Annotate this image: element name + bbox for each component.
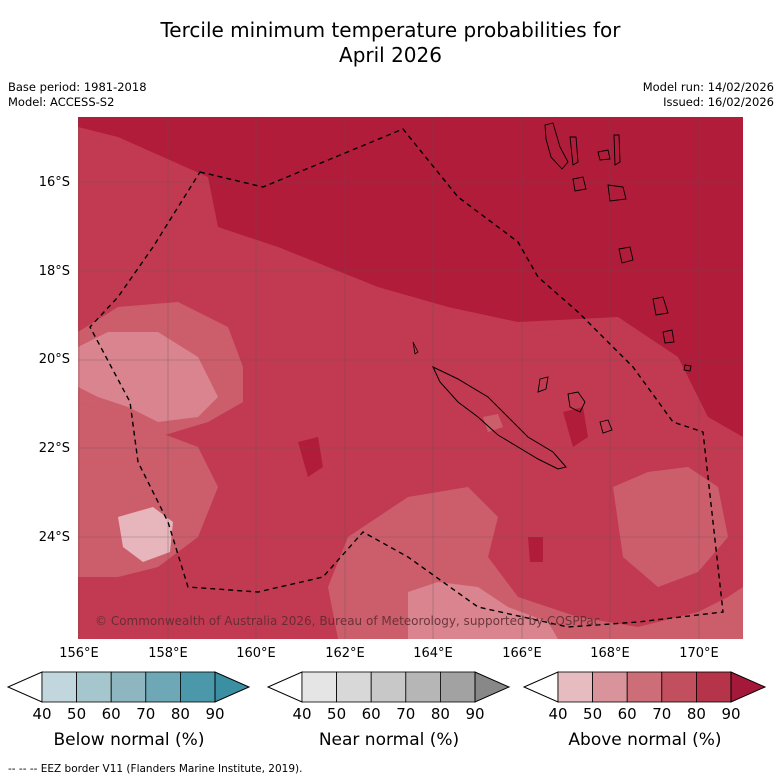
colorbar-segment — [41, 671, 77, 703]
vanuatu-island-8 — [652, 296, 669, 316]
colorbar-extend-low — [6, 671, 43, 703]
lat-tick: 18°S — [38, 264, 70, 279]
probability-map — [78, 117, 743, 639]
colorbar-segment — [405, 671, 441, 703]
lat-tick: 20°S — [38, 352, 70, 367]
colorbar-segment — [696, 671, 732, 703]
colorbar-tick-label: 70 — [396, 705, 416, 723]
title-line-1: Tercile minimum temperature probabilitie… — [160, 18, 621, 42]
vanuatu-island-3 — [597, 149, 611, 161]
region-above-50-60-south — [408, 582, 558, 639]
colorbar-tick-label: 90 — [721, 705, 741, 723]
colorbar-tick-label: 40 — [32, 705, 52, 723]
region-above-80-90 — [78, 117, 743, 437]
colorbar-extend-high — [474, 671, 511, 703]
colorbar-tick-label: 70 — [652, 705, 672, 723]
colorbar-tick-label: 50 — [583, 705, 603, 723]
region-above-50-60-west — [78, 332, 218, 422]
lat-tick: 22°S — [38, 441, 70, 456]
colorbar-tick-label: 50 — [327, 705, 347, 723]
region-above-60-70-spot — [483, 414, 503, 432]
lon-tick: 162°E — [325, 646, 365, 661]
lon-tick: 168°E — [590, 646, 630, 661]
vanuatu-island-4 — [613, 134, 621, 166]
colorbar-title-above: Above normal (%) — [568, 730, 722, 750]
map-canvas — [78, 117, 743, 639]
lon-tick: 160°E — [236, 646, 276, 661]
lat-tick: 24°S — [38, 530, 70, 545]
colorbar-below-normal — [6, 671, 251, 703]
base-period: Base period: 1981-2018 — [8, 80, 147, 94]
region-above-80-90-spot — [298, 437, 323, 477]
colorbar-tick-label: 40 — [292, 705, 312, 723]
colorbar-tick-label: 70 — [136, 705, 156, 723]
colorbar-segment — [626, 671, 663, 703]
colorbar-extend-low — [266, 671, 303, 703]
lat-tick: 16°S — [38, 175, 70, 190]
region-above-80-90-spot-2 — [563, 407, 588, 447]
colorbar-title-below: Below normal (%) — [53, 730, 205, 750]
lon-tick: 170°E — [679, 646, 719, 661]
lon-tick: 164°E — [413, 646, 453, 661]
colorbar-segment — [145, 671, 181, 703]
colorbar-tick-label: 60 — [361, 705, 381, 723]
map-title: Tercile minimum temperature probabilitie… — [0, 18, 781, 68]
model-run: Model run: 14/02/2026 — [642, 80, 774, 94]
colorbar-tick-label: 90 — [465, 705, 485, 723]
colorbar-segment — [179, 671, 216, 703]
colorbar-tick-label: 40 — [548, 705, 568, 723]
meta-right: Model run: 14/02/2026 Issued: 16/02/2026 — [643, 80, 774, 110]
lon-tick: 158°E — [148, 646, 188, 661]
graticule — [78, 117, 743, 639]
copyright-notice: © Commonwealth of Australia 2026, Bureau… — [95, 614, 601, 628]
colorbar-segment — [439, 671, 476, 703]
vanuatu-island-6 — [607, 184, 627, 202]
colorbar-segment — [370, 671, 407, 703]
model-name: Model: ACCESS-S2 — [8, 95, 115, 109]
colorbar-segment — [592, 671, 628, 703]
colorbar-extend-low — [522, 671, 559, 703]
vanuatu-island-10 — [683, 364, 692, 372]
colorbar-tick-label: 80 — [686, 705, 706, 723]
loyalty-islands-outline-2 — [567, 391, 586, 413]
colorbar-segment — [301, 671, 337, 703]
colorbar-tick-label: 90 — [205, 705, 225, 723]
title-line-2: April 2026 — [339, 43, 442, 67]
island-outline — [412, 341, 419, 355]
region-above-80-90-spot-3 — [528, 537, 543, 562]
colorbar-tick-label: 60 — [617, 705, 637, 723]
colorbars — [6, 671, 767, 703]
colorbar-tick-label: 60 — [101, 705, 121, 723]
colorbar-segment — [76, 671, 112, 703]
new-caledonia-coastline — [431, 365, 567, 470]
meta-left: Base period: 1981-2018 Model: ACCESS-S2 — [8, 80, 147, 110]
colorbar-near-normal — [266, 671, 511, 703]
vanuatu-island-2 — [569, 136, 579, 166]
colorbar-extend-high — [214, 671, 251, 703]
colorbar-tick-label: 80 — [430, 705, 450, 723]
region-above-40-50-patch — [118, 507, 173, 562]
eez-legend-footnote: -- -- -- EEZ border V11 (Flanders Marine… — [8, 763, 303, 775]
vanuatu-island-5 — [572, 176, 587, 192]
colorbar-extend-high — [730, 671, 767, 703]
colorbar-tick-label: 80 — [170, 705, 190, 723]
vanuatu-island-9 — [662, 329, 675, 344]
colorbar-segment — [336, 671, 372, 703]
vanuatu-island-1 — [544, 122, 569, 170]
lon-tick: 156°E — [59, 646, 99, 661]
lon-tick: 166°E — [502, 646, 542, 661]
colorbar-tick-label: 50 — [67, 705, 87, 723]
issued-date: Issued: 16/02/2026 — [663, 95, 774, 109]
colorbar-above-normal — [522, 671, 767, 703]
vanuatu-island-7 — [618, 246, 634, 264]
loyalty-islands-outline — [537, 376, 549, 393]
colorbar-title-near: Near normal (%) — [318, 730, 460, 750]
colorbar-segment — [557, 671, 593, 703]
colorbar-segment — [110, 671, 147, 703]
colorbar-segment — [661, 671, 697, 703]
region-above-60-70-southwest — [78, 402, 218, 577]
loyalty-islands-outline-3 — [599, 419, 613, 434]
